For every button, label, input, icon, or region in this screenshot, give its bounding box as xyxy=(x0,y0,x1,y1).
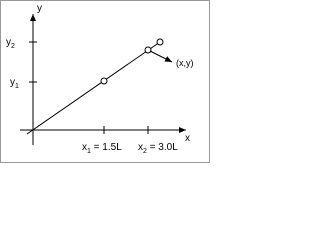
x-tick-label: x1 = 1.5L xyxy=(82,142,122,155)
y-tick-name: y xyxy=(10,77,15,88)
arrow xyxy=(149,50,173,63)
y-tick-label: y2 xyxy=(6,37,15,50)
x-tick-sub: 1 xyxy=(87,148,91,155)
point xyxy=(156,38,164,46)
point-label: (x,y) xyxy=(176,58,194,68)
x-tick-value: = 3.0L xyxy=(147,142,178,153)
x-axis-label: x xyxy=(185,133,190,144)
y-tick-sub: 2 xyxy=(11,43,15,50)
y-tick-sub: 1 xyxy=(15,83,19,90)
point xyxy=(144,46,152,54)
y-tick-name: y xyxy=(6,37,11,48)
line xyxy=(26,41,161,135)
x-tick-name: x xyxy=(82,142,87,153)
x-tick-value: = 1.5L xyxy=(91,142,122,153)
diagram: y x y2 y1 x1 = 1.5L x2 = 3.0L (x,y) xyxy=(0,0,210,163)
point xyxy=(100,77,108,85)
y-tick-label: y1 xyxy=(10,77,19,90)
x-tick-sub: 2 xyxy=(143,148,147,155)
y-axis-label: y xyxy=(37,3,42,14)
x-tick-name: x xyxy=(138,142,143,153)
x-tick-label: x2 = 3.0L xyxy=(138,142,178,155)
page: {"axes": {"y_label": "y", "x_label": "x"… xyxy=(0,0,210,163)
